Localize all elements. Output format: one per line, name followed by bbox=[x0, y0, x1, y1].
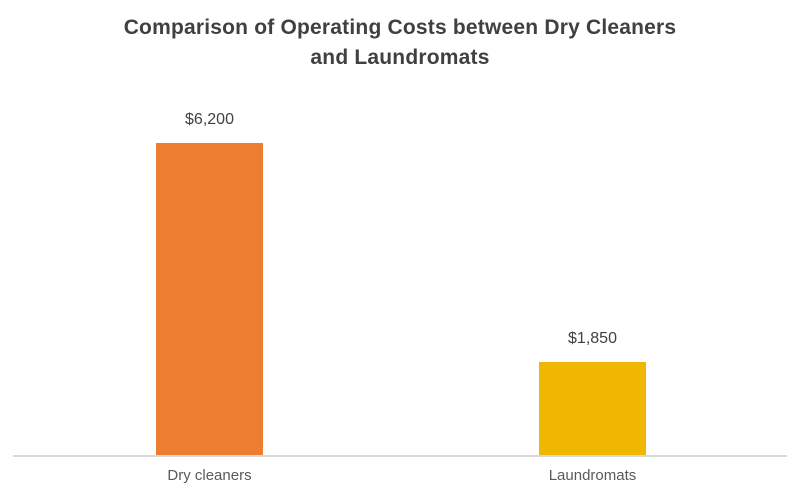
chart-title-line1: Comparison of Operating Costs between Dr… bbox=[123, 16, 677, 39]
bar-dry-cleaners bbox=[156, 142, 263, 456]
value-label-laundromats: $1,850 bbox=[568, 330, 617, 348]
category-label-laundromats: Laundromats bbox=[548, 467, 637, 484]
category-label-dry-cleaners: Dry cleaners bbox=[167, 467, 252, 484]
chart-title-line2: and Laundromats bbox=[310, 46, 490, 69]
chart-title: Comparison of Operating Costs between Dr… bbox=[0, 13, 800, 73]
x-axis-line bbox=[13, 455, 787, 457]
bar-laundromats bbox=[539, 362, 646, 456]
value-label-dry-cleaners: $6,200 bbox=[185, 110, 234, 128]
